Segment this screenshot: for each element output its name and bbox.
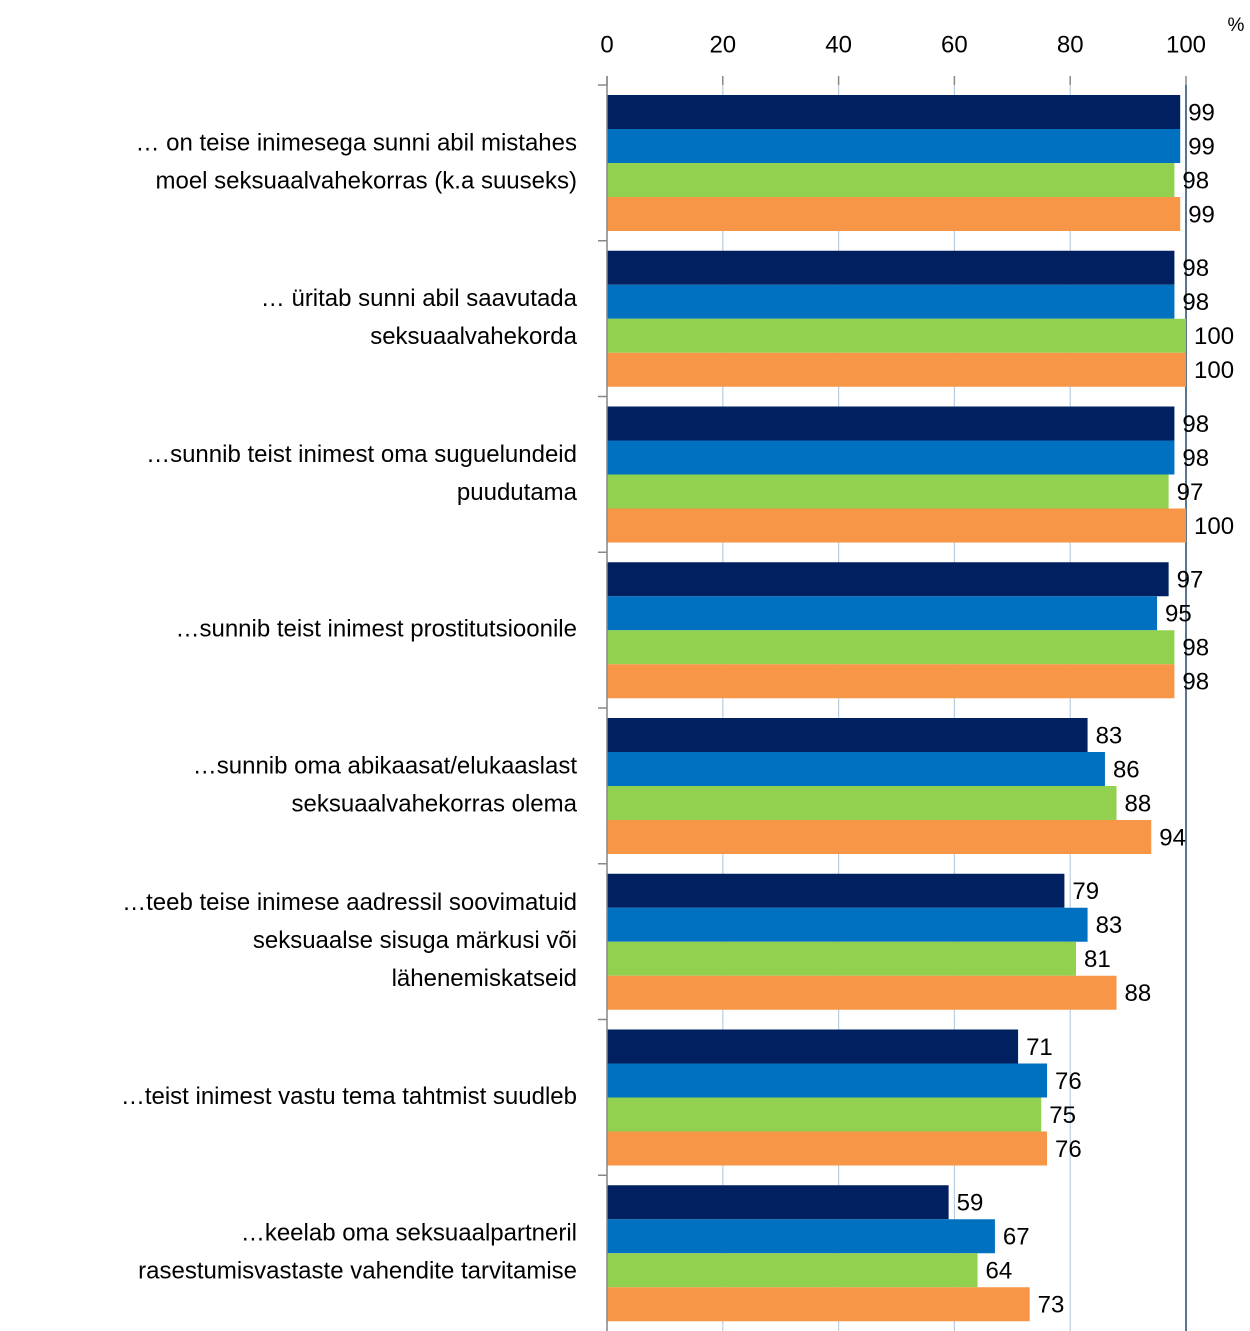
bar <box>607 250 1175 285</box>
bar <box>607 1185 949 1220</box>
bar <box>607 820 1152 854</box>
value-label: 99 <box>1188 201 1215 228</box>
bar <box>607 318 1186 353</box>
bar <box>607 406 1175 441</box>
bar <box>607 1097 1042 1132</box>
value-label: 79 <box>1072 878 1099 905</box>
x-tick-label: 100 <box>1166 31 1206 58</box>
value-label: 83 <box>1096 912 1123 939</box>
x-tick-label: 40 <box>825 31 852 58</box>
bar <box>607 718 1088 752</box>
bar <box>607 873 1065 908</box>
bar <box>607 786 1117 820</box>
value-label: 97 <box>1177 567 1204 594</box>
value-label: 83 <box>1096 722 1123 749</box>
value-label: 98 <box>1182 411 1209 438</box>
value-label: 98 <box>1182 445 1209 472</box>
bar <box>607 508 1186 543</box>
value-label: 95 <box>1165 601 1192 628</box>
value-label: 64 <box>986 1258 1013 1285</box>
category-label: …teist inimest vastu tema tahtmist suudl… <box>121 1083 577 1110</box>
value-label: 76 <box>1055 1068 1082 1095</box>
value-label: 98 <box>1182 635 1209 662</box>
category-label: rasestumisvastaste vahendite tarvitamise <box>138 1258 577 1285</box>
category-label: seksuaalse sisuga märkusi või <box>253 927 577 954</box>
bar <box>607 163 1175 197</box>
value-label: 81 <box>1084 946 1111 973</box>
bar <box>607 1131 1048 1166</box>
bar <box>607 1029 1019 1064</box>
bar <box>607 562 1169 597</box>
value-label: 97 <box>1177 479 1204 506</box>
category-label: … üritab sunni abil saavutada <box>261 285 578 312</box>
bar <box>607 474 1169 509</box>
value-label: 99 <box>1188 133 1215 160</box>
x-tick-label: 80 <box>1057 31 1084 58</box>
value-label: 88 <box>1125 790 1152 817</box>
value-label: 94 <box>1159 824 1186 851</box>
x-tick-label: 60 <box>941 31 968 58</box>
value-label: 98 <box>1182 289 1209 316</box>
bar <box>607 664 1175 699</box>
bar <box>607 95 1181 129</box>
bar <box>607 1287 1030 1322</box>
bar <box>607 1063 1048 1098</box>
category-label: lähenemiskatseid <box>392 965 577 992</box>
x-tick-label: 20 <box>709 31 736 58</box>
bar <box>607 975 1117 1010</box>
value-label: 100 <box>1194 323 1234 350</box>
value-label: 98 <box>1182 669 1209 696</box>
value-label: 99 <box>1188 99 1215 126</box>
value-label: 100 <box>1194 357 1234 384</box>
bar <box>607 129 1181 163</box>
category-label: …keelab oma seksuaalpartneril <box>241 1220 577 1247</box>
category-label: seksuaalvahekorras olema <box>292 790 578 817</box>
category-label: …sunnib oma abikaasat/elukaaslast <box>193 752 578 779</box>
bar <box>607 596 1158 631</box>
value-label: 67 <box>1003 1224 1030 1251</box>
value-label: 86 <box>1113 756 1140 783</box>
bar <box>607 907 1088 942</box>
value-label: 98 <box>1182 167 1209 194</box>
value-label: 73 <box>1038 1292 1065 1319</box>
category-label: … on teise inimesega sunni abil mistahes <box>135 129 577 156</box>
bar <box>607 352 1186 387</box>
bar <box>607 752 1105 786</box>
bar <box>607 1219 995 1254</box>
bar <box>607 440 1175 475</box>
value-label: 88 <box>1125 980 1152 1007</box>
value-label: 71 <box>1026 1034 1053 1061</box>
category-label: …sunnib teist inimest prostitutsioonile <box>175 616 577 643</box>
category-label: …teeb teise inimese aadressil soovimatui… <box>122 889 577 916</box>
bar <box>607 197 1181 231</box>
bar <box>607 1253 978 1288</box>
category-label: moel seksuaalvahekorras (k.a suuseks) <box>155 167 577 194</box>
value-label: 59 <box>957 1190 984 1217</box>
value-label: 98 <box>1182 255 1209 282</box>
bar <box>607 284 1175 319</box>
axis-unit: % <box>1228 15 1245 36</box>
category-label: …sunnib teist inimest oma suguelundeid <box>146 441 577 468</box>
bar <box>607 630 1175 665</box>
category-label: puudutama <box>457 479 578 506</box>
x-tick-label: 0 <box>600 31 613 58</box>
value-label: 76 <box>1055 1136 1082 1163</box>
bar <box>607 941 1076 976</box>
value-label: 75 <box>1049 1102 1076 1129</box>
category-label: seksuaalvahekorda <box>370 323 577 350</box>
value-label: 100 <box>1194 513 1234 540</box>
